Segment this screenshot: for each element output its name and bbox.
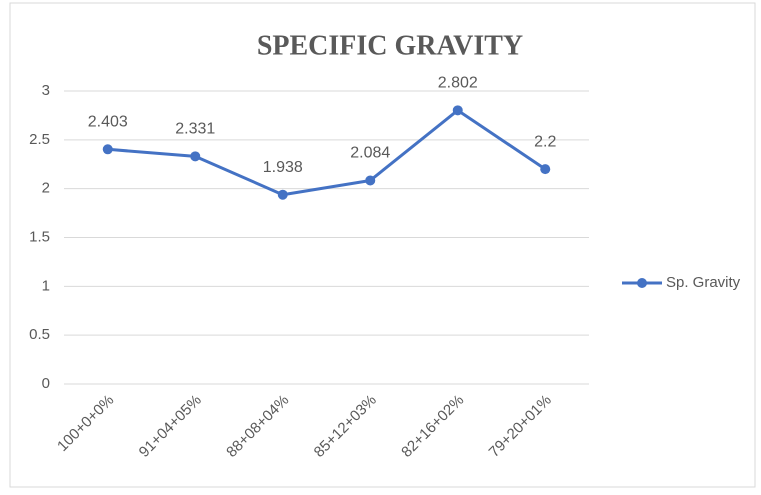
y-tick-label: 2 (42, 180, 50, 197)
legend-label: Sp. Gravity (666, 274, 741, 291)
y-tick-label: 1.5 (29, 228, 50, 245)
y-tick-label: 1 (42, 277, 50, 294)
x-tick-label: 82+16+02% (398, 392, 467, 461)
x-tick-label: 85+12+03% (311, 392, 380, 461)
data-label: 2.403 (88, 114, 128, 131)
legend-marker (637, 278, 647, 288)
y-tick-label: 2.5 (29, 131, 50, 148)
y-tick-label: 0 (42, 375, 50, 392)
data-label: 2.084 (350, 145, 390, 162)
data-label: 2.802 (438, 75, 478, 92)
chart-frame (9, 2, 756, 488)
point (365, 175, 376, 186)
point (102, 144, 113, 155)
data-label: 2.2 (534, 133, 556, 150)
x-tick-label: 100+0+0% (54, 392, 117, 455)
point (452, 105, 463, 116)
point (540, 164, 551, 175)
x-tick-label: 79+20+01% (486, 392, 555, 461)
point (190, 151, 201, 162)
chart-title: SPECIFIC GRAVITY (257, 30, 523, 61)
y-tick-label: 3 (42, 82, 50, 99)
point (277, 189, 288, 200)
y-tick-label: 0.5 (29, 326, 50, 343)
data-label: 1.938 (263, 159, 303, 176)
series-line (107, 108, 547, 197)
x-tick-label: 91+04+05% (136, 392, 205, 461)
data-label: 2.331 (175, 121, 215, 138)
x-tick-label: 88+08+04% (223, 392, 292, 461)
